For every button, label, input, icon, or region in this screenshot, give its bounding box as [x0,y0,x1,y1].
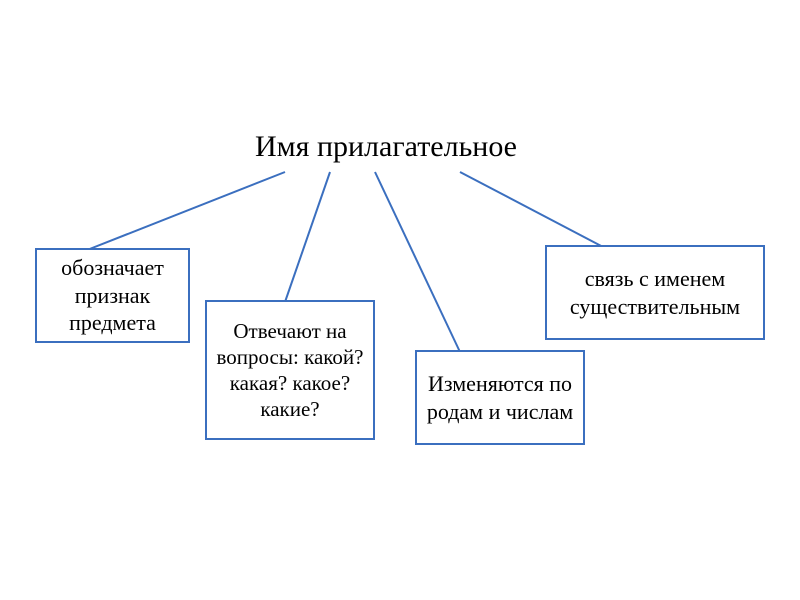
diagram-edge-0 [82,172,285,252]
diagram-node-label: Отвечают на вопросы: какой? какая? какое… [207,318,373,423]
diagram-title: Имя прилагательное [255,130,517,164]
diagram-edge-1 [285,172,330,302]
diagram-node-n3: Изменяются по родам и числам [415,350,585,445]
diagram-node-label: связь с именем существительным [547,265,763,320]
diagram-node-n1: обозначает признак предмета [35,248,190,343]
diagram-node-label: Изменяются по родам и числам [417,370,583,425]
diagram-node-label: обозначает признак предмета [37,254,188,337]
diagram-edge-2 [375,172,460,352]
diagram-edge-3 [460,172,605,248]
diagram-node-n4: связь с именем существительным [545,245,765,340]
diagram-node-n2: Отвечают на вопросы: какой? какая? какое… [205,300,375,440]
